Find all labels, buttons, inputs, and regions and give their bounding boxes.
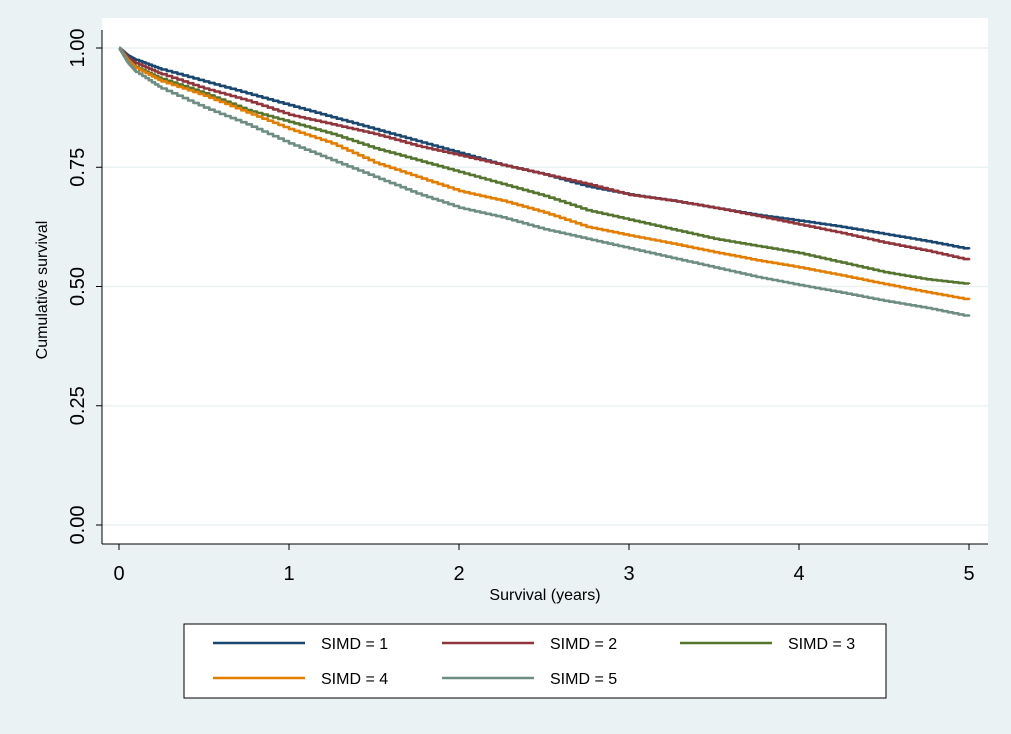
x-ticks: 0 1 2 3 4 5 bbox=[113, 544, 975, 585]
legend-label: SIMD = 3 bbox=[788, 636, 855, 653]
legend-box bbox=[183, 623, 887, 699]
y-tick-label: 1.00 bbox=[67, 29, 89, 68]
y-tick-label: 0.00 bbox=[67, 506, 89, 545]
x-tick-label: 1 bbox=[283, 563, 294, 585]
x-tick-label: 5 bbox=[963, 563, 974, 585]
y-axis-label: Cumulative survival bbox=[34, 221, 51, 360]
legend-label: SIMD = 1 bbox=[321, 636, 388, 653]
series-line-simd-5 bbox=[118, 46, 971, 317]
x-axis-label: Survival (years) bbox=[489, 587, 600, 604]
y-tick-label: 0.75 bbox=[67, 148, 89, 187]
series-line-simd-2 bbox=[118, 46, 971, 261]
gridlines bbox=[102, 47, 988, 526]
series-line-simd-4 bbox=[118, 46, 971, 301]
legend-label: SIMD = 2 bbox=[550, 636, 617, 653]
x-tick-label: 2 bbox=[453, 563, 464, 585]
series-lines bbox=[118, 46, 971, 317]
x-tick-label: 0 bbox=[113, 563, 124, 585]
x-tick-label: 4 bbox=[793, 563, 804, 585]
y-tick-label: 0.25 bbox=[67, 386, 89, 425]
series-line-simd-3 bbox=[118, 46, 971, 285]
y-ticks: 0.00 0.25 0.50 0.75 1.00 bbox=[67, 29, 102, 545]
y-tick-label: 0.50 bbox=[67, 267, 89, 306]
legend: SIMD = 1 SIMD = 2 SIMD = 3 SIMD = 4 SIMD = 5 bbox=[213, 636, 855, 688]
x-tick-label: 3 bbox=[623, 563, 634, 585]
legend-label: SIMD = 5 bbox=[550, 671, 617, 688]
plot-area bbox=[102, 18, 988, 544]
legend-label: SIMD = 4 bbox=[321, 671, 388, 688]
